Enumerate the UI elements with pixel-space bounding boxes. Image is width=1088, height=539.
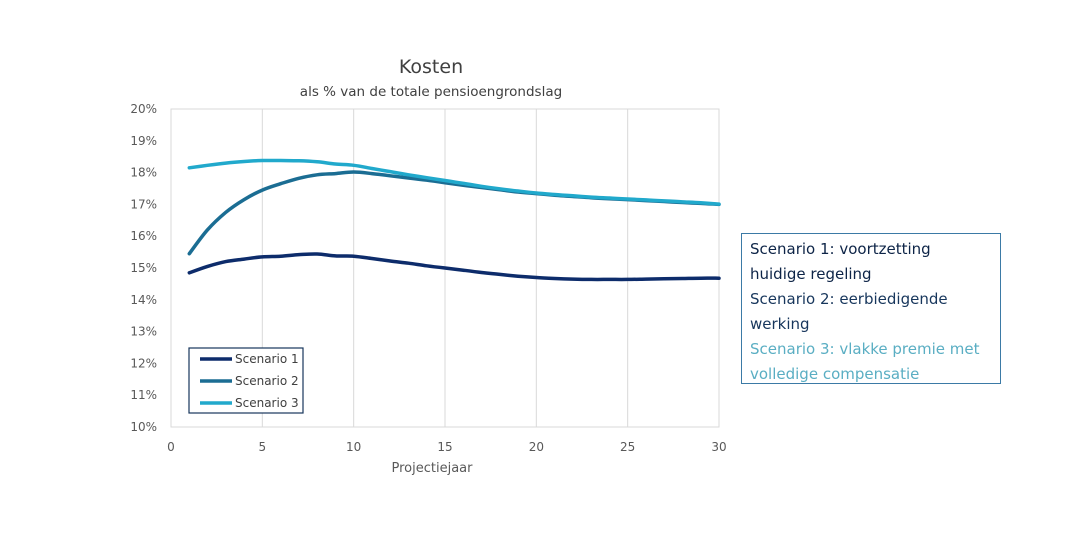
y-tick-label: 10% bbox=[130, 420, 157, 434]
y-tick-label: 14% bbox=[130, 293, 157, 307]
x-tick-label: 10 bbox=[346, 440, 361, 454]
plot-area-frame bbox=[170, 108, 720, 428]
note-scenario-3-line-2: volledige compensatie bbox=[750, 365, 920, 383]
y-tick-label: 19% bbox=[130, 134, 157, 148]
y-tick-label: 13% bbox=[130, 325, 157, 339]
series-line-scenario-3 bbox=[187, 158, 721, 206]
y-axis-ticks: 10% 11% 12% 13% 14% 15% 16% 17% 18% 19% 20% bbox=[130, 102, 157, 434]
y-tick-label: 18% bbox=[130, 166, 157, 180]
x-tick-label: 15 bbox=[437, 440, 452, 454]
x-axis-ticks: 0 5 10 15 20 25 30 bbox=[167, 440, 726, 454]
y-tick-label: 16% bbox=[130, 229, 157, 243]
x-tick-label: 20 bbox=[529, 440, 544, 454]
y-tick-label: 20% bbox=[130, 102, 157, 116]
y-tick-label: 11% bbox=[130, 388, 157, 402]
x-tick-label: 30 bbox=[711, 440, 726, 454]
x-tick-label: 0 bbox=[167, 440, 175, 454]
x-tick-label: 5 bbox=[259, 440, 267, 454]
series-lines bbox=[187, 158, 721, 282]
series-line-scenario-2 bbox=[187, 170, 721, 256]
legend-label-scenario-3: Scenario 3 bbox=[235, 396, 299, 410]
note-scenario-1-line-2: huidige regeling bbox=[750, 265, 872, 283]
note-scenario-1-line-1: Scenario 1: voortzetting bbox=[750, 240, 931, 258]
legend: Scenario 1 Scenario 2 Scenario 3 bbox=[188, 347, 304, 414]
legend-label-scenario-2: Scenario 2 bbox=[235, 374, 299, 388]
note-scenario-2-line-1: Scenario 2: eerbiedigende bbox=[750, 290, 948, 308]
y-tick-label: 15% bbox=[130, 261, 157, 275]
scenario-description-box: Scenario 1: voortzetting huidige regelin… bbox=[741, 233, 1001, 384]
note-scenario-2-line-2: werking bbox=[750, 315, 810, 333]
x-tick-label: 25 bbox=[620, 440, 635, 454]
note-scenario-3-line-1: Scenario 3: vlakke premie met bbox=[750, 340, 980, 358]
chart-title: Kosten bbox=[399, 56, 463, 78]
legend-label-scenario-1: Scenario 1 bbox=[235, 352, 299, 366]
x-axis-label: Projectiejaar bbox=[392, 461, 474, 476]
y-tick-label: 12% bbox=[130, 356, 157, 370]
chart-subtitle: als % van de totale pensioengrondslag bbox=[300, 84, 562, 100]
y-tick-label: 17% bbox=[130, 197, 157, 211]
series-line-scenario-1 bbox=[187, 252, 721, 282]
